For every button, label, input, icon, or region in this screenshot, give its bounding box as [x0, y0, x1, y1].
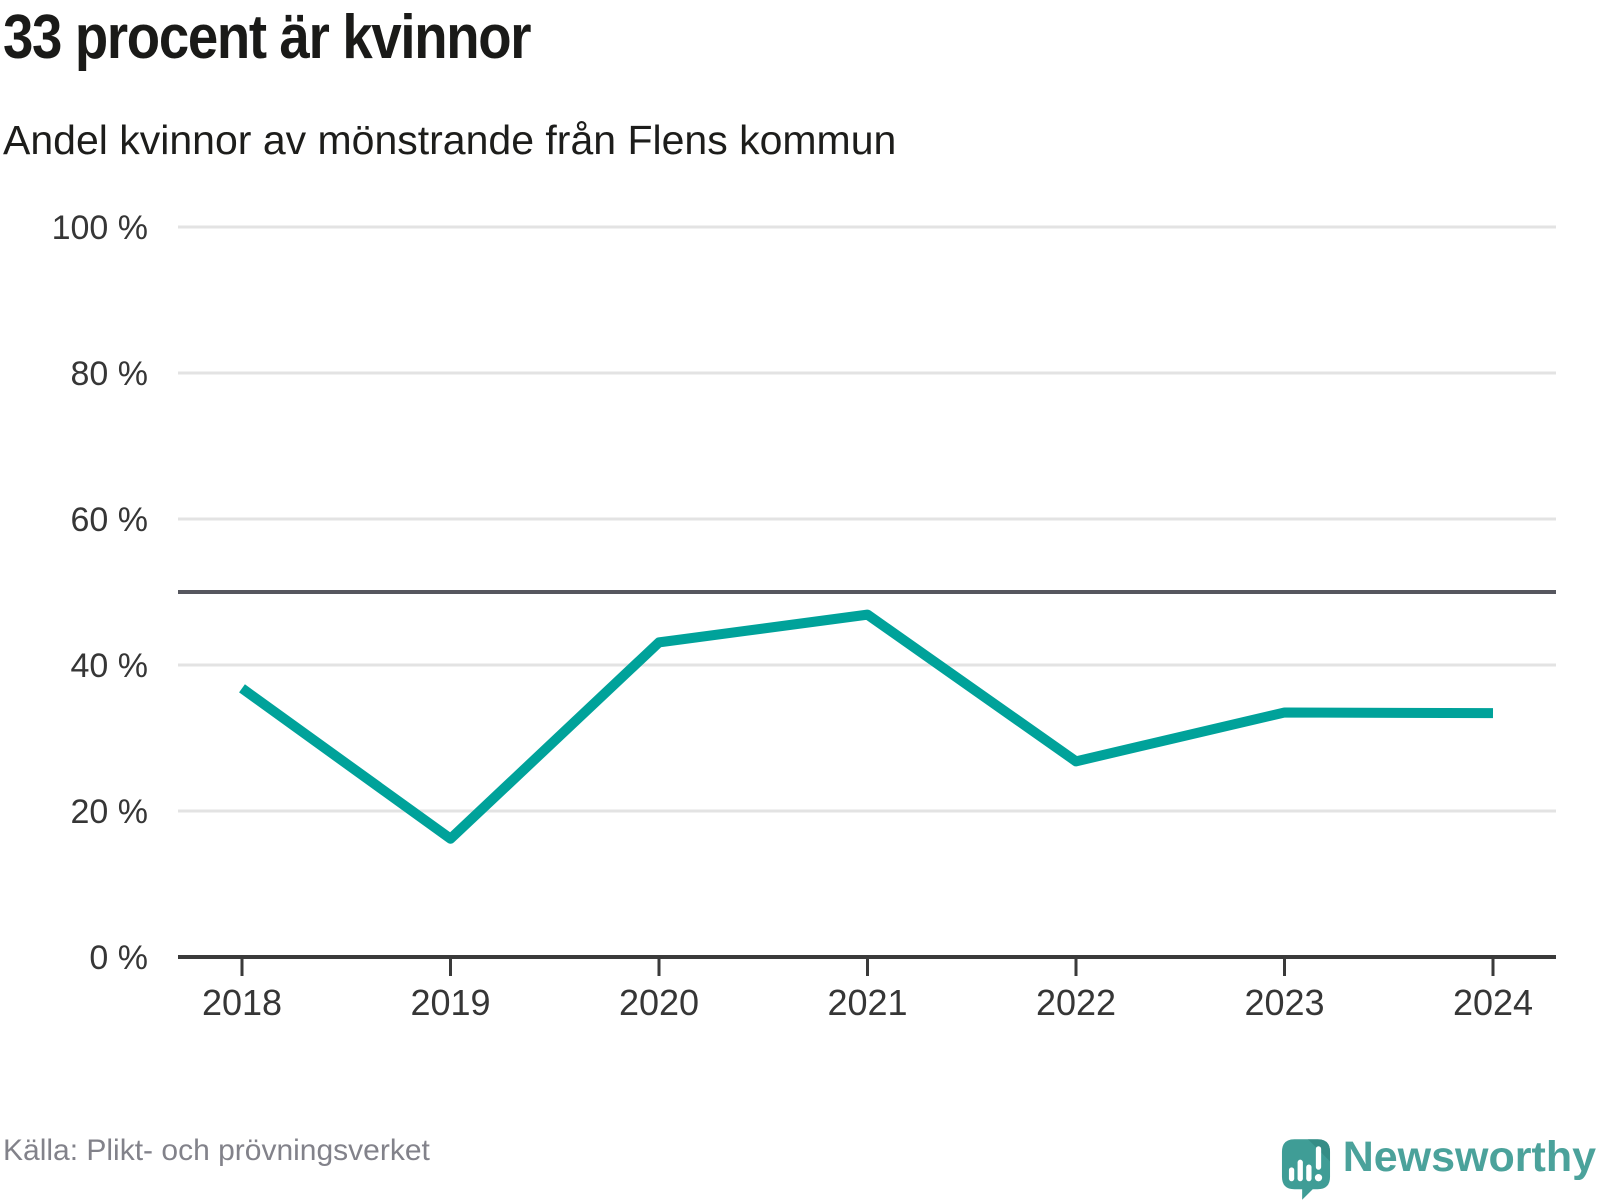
- x-axis-tick-label-2021: 2021: [827, 982, 907, 1023]
- x-axis-tick-label-2023: 2023: [1244, 982, 1324, 1023]
- y-axis-tick-label-100: 100 %: [52, 209, 148, 247]
- y-axis-tick-label-60: 60 %: [71, 501, 149, 539]
- x-axis-tick-label-2024: 2024: [1453, 982, 1533, 1023]
- y-axis-tick-label-0: 0 %: [89, 939, 148, 977]
- chart-subtitle: Andel kvinnor av mönstrande från Flens k…: [3, 117, 897, 163]
- y-axis-tick-label-40: 40 %: [71, 647, 149, 685]
- data-line-andel-kvinnor: [239, 609, 1494, 844]
- source-note: Källa: Plikt- och prövningsverket: [3, 1134, 430, 1167]
- x-axis-tick-label-2022: 2022: [1036, 982, 1116, 1023]
- x-axis-tick-label-2018: 2018: [202, 982, 282, 1023]
- newsworthy-logo-icon: [1281, 1139, 1330, 1200]
- y-axis-tick-label-80: 80 %: [71, 355, 149, 393]
- headline: 33 procent är kvinnor: [3, 3, 531, 72]
- y-axis-tick-label-20: 20 %: [71, 793, 149, 831]
- line-chart: 0 % 20 % 40 % 60 % 80 % 100 % 2018 2019 2020 2021…: [52, 209, 1556, 1023]
- newsworthy-wordmark: Newsworthy: [1342, 1133, 1596, 1181]
- x-axis-tick-label-2020: 2020: [619, 982, 699, 1023]
- newsworthy-logo: Newsworthy: [1281, 1134, 1596, 1202]
- bar-chart-glyph: [1288, 1146, 1321, 1182]
- exclamation-dot: [1314, 1174, 1322, 1182]
- x-axis-tick-label-2019: 2019: [410, 982, 490, 1023]
